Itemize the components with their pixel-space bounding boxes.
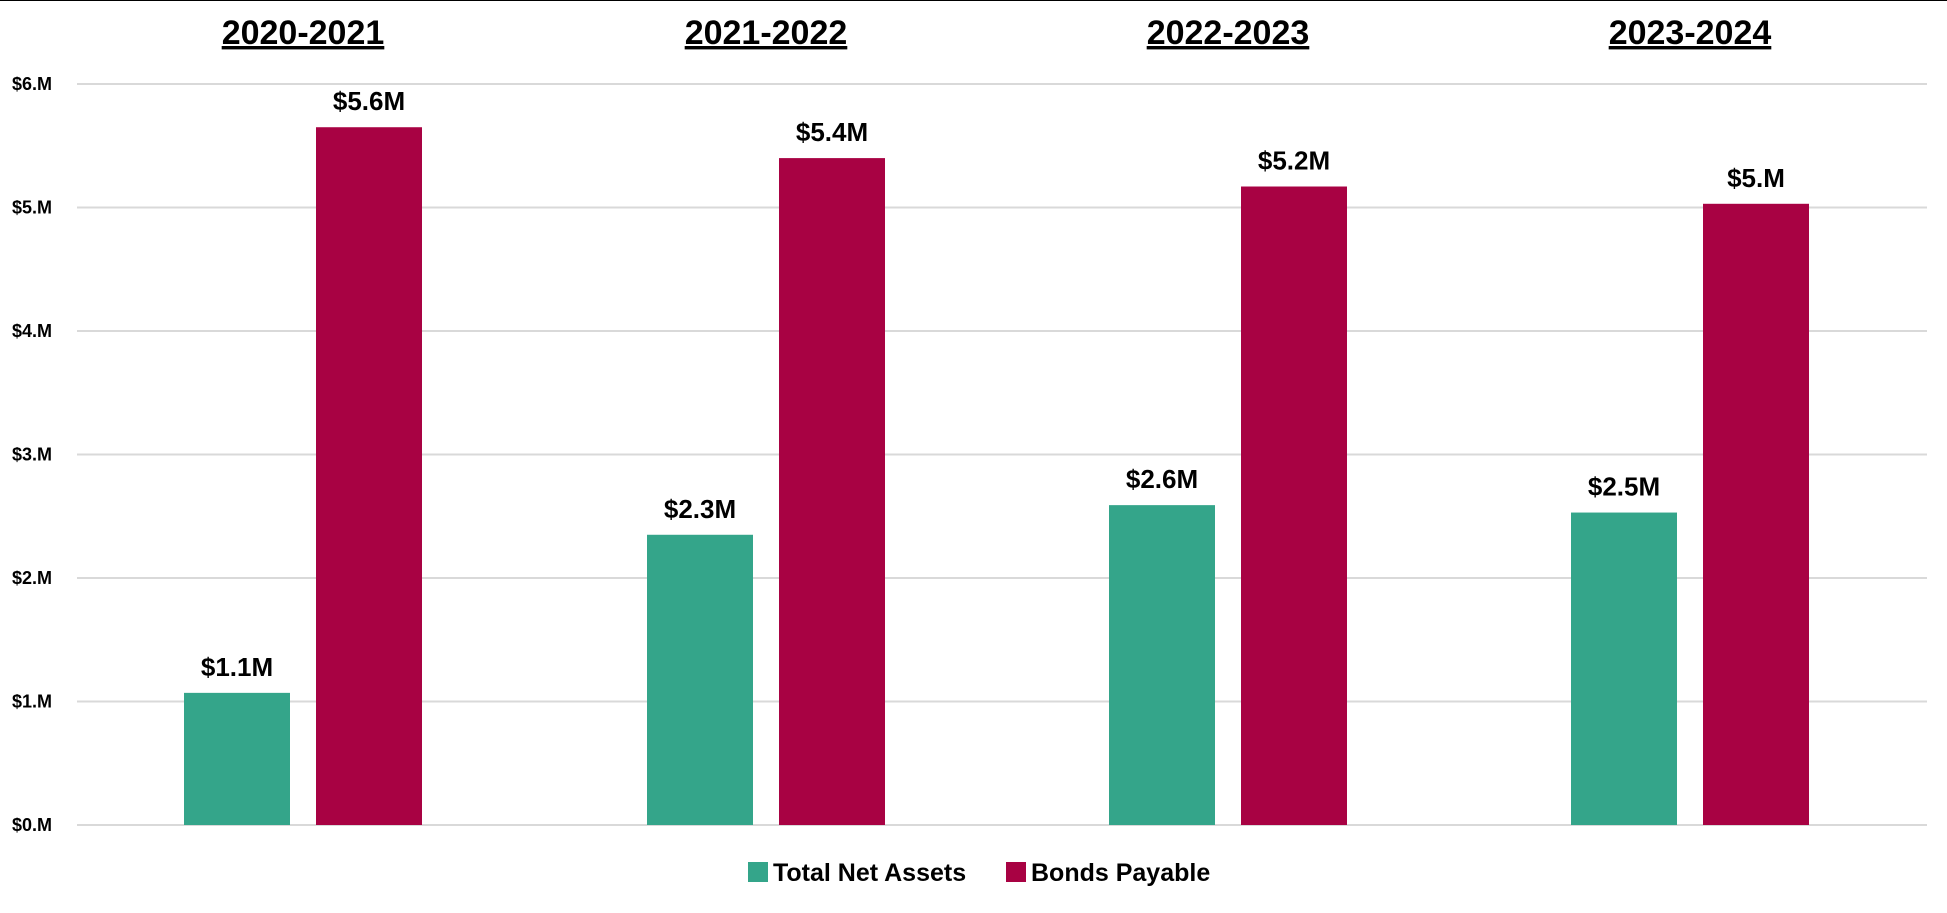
data-label: $5.2M	[1258, 146, 1330, 176]
y-tick-label: $4.M	[12, 321, 52, 341]
bar-bonds-payable	[1703, 203, 1809, 826]
bar-total-net-assets	[1571, 512, 1677, 825]
legend-swatch	[748, 862, 768, 882]
bar-bonds-payable	[316, 127, 422, 826]
bar-bonds-payable	[779, 158, 885, 826]
legend-swatch	[1006, 862, 1026, 882]
y-tick-label: $6.M	[12, 74, 52, 94]
data-label: $5.4M	[796, 117, 868, 147]
category-label: 2023-2024	[1609, 14, 1772, 52]
category-label: 2022-2023	[1147, 14, 1310, 52]
data-label: $5.6M	[333, 86, 405, 116]
legend: Total Net Assets Bonds Payable	[748, 859, 1210, 887]
bar-total-net-assets	[647, 534, 753, 825]
data-label: $2.6M	[1126, 464, 1198, 494]
category-label: 2020-2021	[222, 14, 385, 52]
bar-bonds-payable	[1241, 186, 1347, 825]
legend-label: Total Net Assets	[773, 859, 966, 887]
category-headers: 2020-2021 2021-2022 2022-2023 2023-2024	[222, 14, 1772, 52]
data-label: $2.5M	[1588, 472, 1660, 502]
bar-total-net-assets	[1109, 505, 1215, 825]
y-tick-label: $2.M	[12, 568, 52, 588]
data-label: $1.1M	[201, 652, 273, 682]
y-axis-ticks: $0.M $1.M $2.M $3.M $4.M $5.M $6.M	[12, 74, 52, 835]
legend-label: Bonds Payable	[1031, 859, 1210, 887]
data-label: $5.M	[1727, 163, 1785, 193]
y-tick-label: $5.M	[12, 198, 52, 218]
data-labels: $1.1M $5.6M $2.3M $5.4M $2.6M $5.2M $2.5M $5.M	[201, 86, 1785, 682]
data-label: $2.3M	[664, 494, 736, 524]
bar-total-net-assets	[184, 692, 290, 825]
y-tick-label: $3.M	[12, 445, 52, 465]
bars	[184, 127, 1809, 826]
category-label: 2021-2022	[685, 14, 848, 52]
y-tick-label: $1.M	[12, 692, 52, 712]
y-tick-label: $0.M	[12, 815, 52, 835]
